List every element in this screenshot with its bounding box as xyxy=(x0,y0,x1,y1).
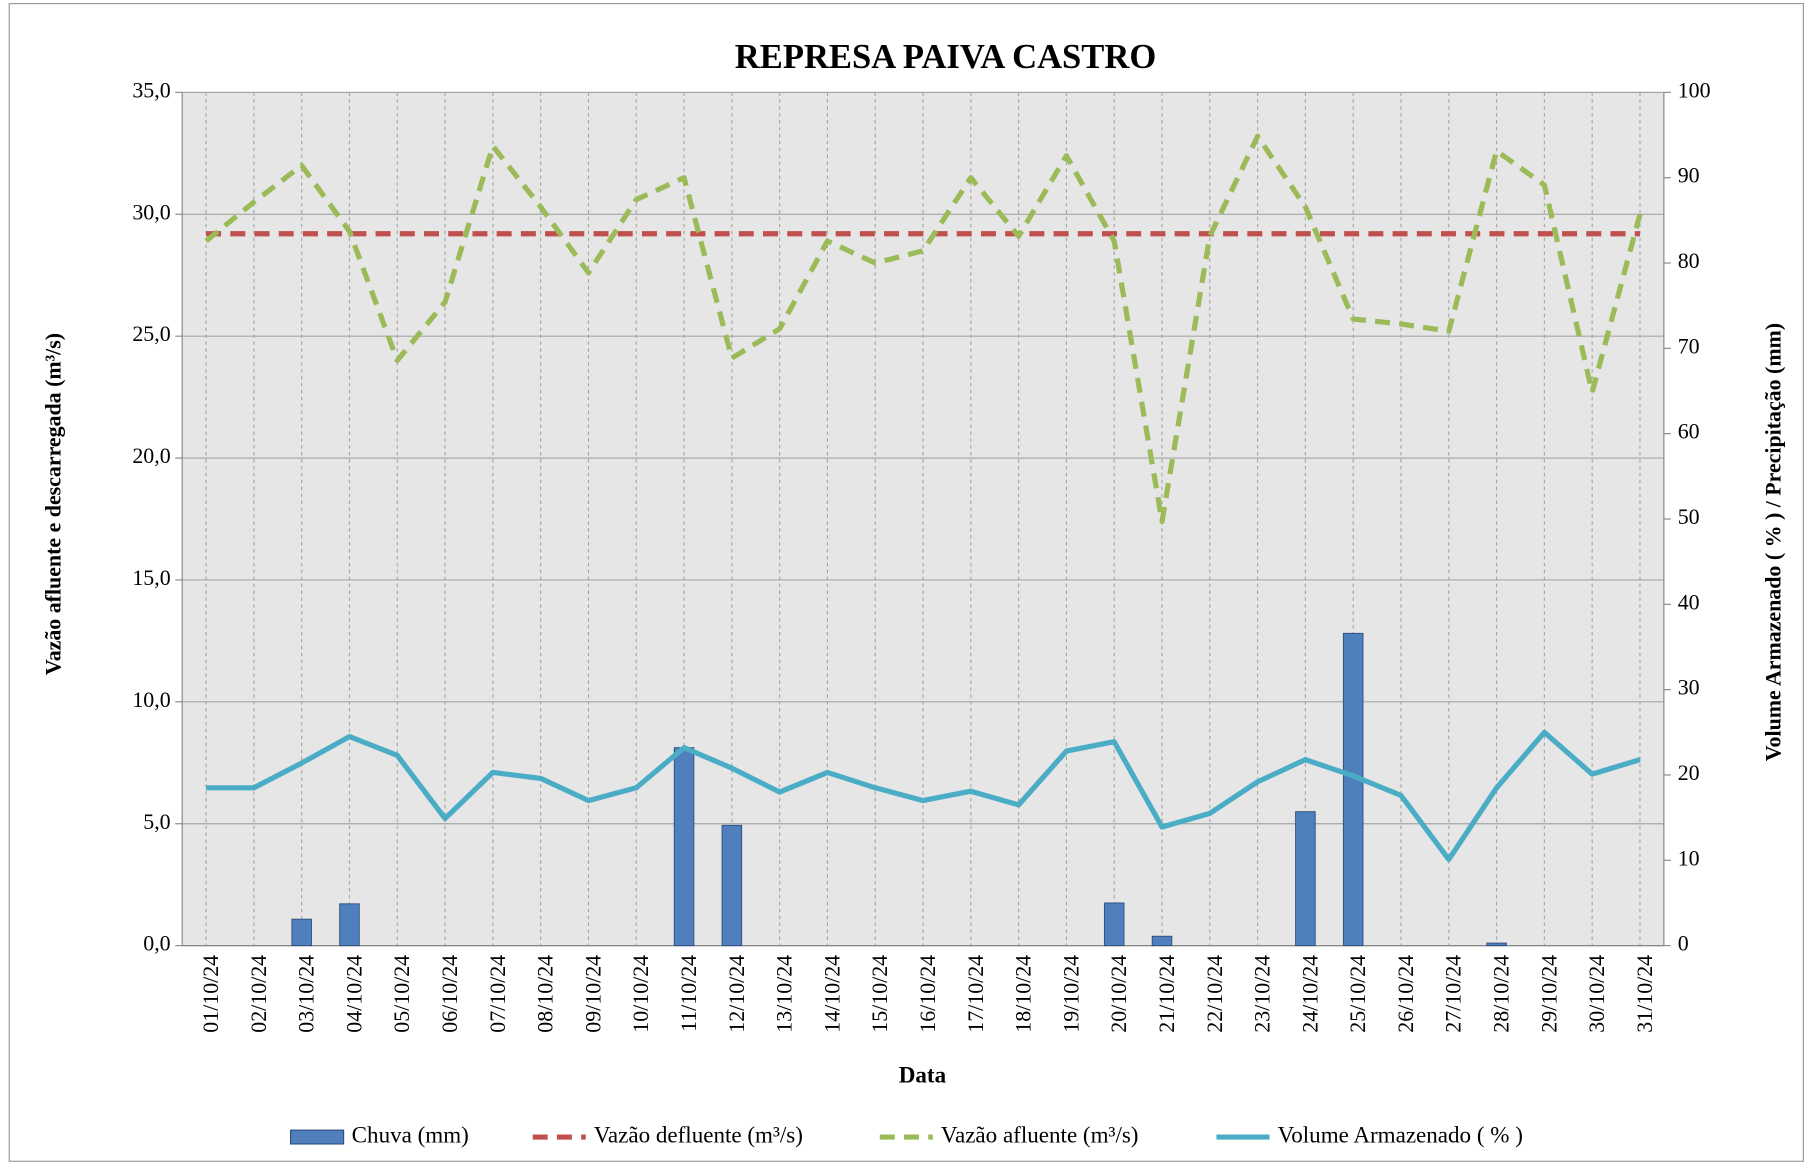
x-tick-label: 06/10/24 xyxy=(437,955,462,1033)
x-tick-label: 02/10/24 xyxy=(246,955,271,1033)
y2-tick-label: 0 xyxy=(1678,931,1689,956)
bar xyxy=(673,747,695,947)
legend-label: Vazão afluente (m³/s) xyxy=(941,1121,1139,1147)
x-tick-label: 27/10/24 xyxy=(1441,955,1466,1033)
bar xyxy=(1295,811,1316,947)
x-tick-label: 05/10/24 xyxy=(389,955,414,1033)
legend-label: Chuva (mm) xyxy=(352,1121,469,1147)
y2-tick-label: 60 xyxy=(1678,419,1700,444)
x-tick-label: 30/10/24 xyxy=(1584,955,1609,1033)
x-tick-label: 28/10/24 xyxy=(1489,955,1514,1033)
x-tick-label: 08/10/24 xyxy=(533,955,558,1033)
bar xyxy=(721,824,743,947)
legend-label: Vazão defluente (m³/s) xyxy=(594,1121,803,1147)
y-tick-label: 35,0 xyxy=(132,77,170,102)
x-tick-label: 26/10/24 xyxy=(1393,955,1418,1033)
y-tick-label: 15,0 xyxy=(132,565,170,590)
x-tick-label: 04/10/24 xyxy=(341,955,366,1033)
x-tick-label: 16/10/24 xyxy=(915,955,940,1033)
y2-tick-label: 20 xyxy=(1678,760,1700,785)
bar xyxy=(291,918,312,947)
x-tick-label: 20/10/24 xyxy=(1106,955,1131,1033)
x-tick-label: 01/10/24 xyxy=(198,955,223,1033)
x-tick-label: 17/10/24 xyxy=(963,955,988,1033)
y-tick-label: 30,0 xyxy=(132,199,170,224)
chart-title: REPRESA PAIVA CASTRO xyxy=(735,38,1156,76)
x-tick-label: 14/10/24 xyxy=(819,955,844,1033)
x-tick-label: 24/10/24 xyxy=(1297,955,1322,1033)
x-tick-label: 31/10/24 xyxy=(1632,955,1657,1033)
legend-label: Volume Armazenado ( % ) xyxy=(1278,1121,1523,1147)
legend-swatch xyxy=(289,1129,345,1145)
y2-tick-label: 80 xyxy=(1678,248,1700,273)
bar xyxy=(1103,902,1125,947)
bar xyxy=(1342,632,1364,947)
x-tick-label: 13/10/24 xyxy=(772,955,797,1033)
line xyxy=(206,729,1641,863)
x-tick-label: 18/10/24 xyxy=(1011,955,1036,1033)
x-tick-label: 22/10/24 xyxy=(1202,955,1227,1033)
y2-tick-label: 100 xyxy=(1678,77,1711,102)
y-tick-label: 5,0 xyxy=(143,809,170,834)
y-tick-label: 20,0 xyxy=(132,443,170,468)
x-tick-label: 12/10/24 xyxy=(724,955,749,1033)
line xyxy=(204,133,1643,525)
x-tick-label: 23/10/24 xyxy=(1250,955,1275,1033)
y2-tick-label: 10 xyxy=(1678,845,1700,870)
x-tick-label: 03/10/24 xyxy=(294,955,319,1033)
x-tick-label: 21/10/24 xyxy=(1154,955,1179,1033)
y2-tick-label: 30 xyxy=(1678,675,1700,700)
x-tick-label: 25/10/24 xyxy=(1345,955,1370,1033)
x-tick-label: 15/10/24 xyxy=(867,955,892,1033)
y2-axis-label: Volume Armazenado ( % ) / Precipitação (… xyxy=(1761,323,1786,761)
y-tick-label: 25,0 xyxy=(132,321,170,346)
y2-tick-label: 90 xyxy=(1678,163,1700,188)
y-tick-label: 10,0 xyxy=(132,687,170,712)
y-axis-label: Vazão afluente e descarregada (m³/s) xyxy=(40,333,65,675)
x-tick-label: 19/10/24 xyxy=(1058,955,1083,1033)
bar xyxy=(1486,942,1507,947)
bar xyxy=(339,903,360,947)
y2-tick-label: 70 xyxy=(1678,333,1700,358)
x-tick-label: 10/10/24 xyxy=(628,955,653,1033)
x-tick-label: 09/10/24 xyxy=(580,955,605,1033)
y-tick-label: 0,0 xyxy=(143,931,170,956)
x-tick-label: 07/10/24 xyxy=(485,955,510,1033)
x-axis-label: Data xyxy=(899,1061,947,1087)
x-tick-label: 11/10/24 xyxy=(676,955,701,1032)
bar xyxy=(1151,935,1173,947)
y2-tick-label: 40 xyxy=(1678,589,1700,614)
y2-tick-label: 50 xyxy=(1678,504,1700,529)
x-tick-label: 29/10/24 xyxy=(1536,955,1561,1033)
